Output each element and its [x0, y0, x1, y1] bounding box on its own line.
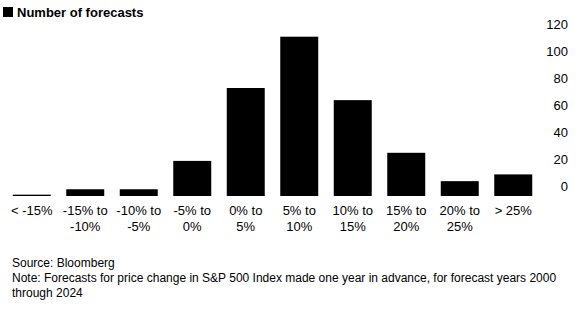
y-axis: 0 20 40 60 80 100 120 [546, 17, 568, 196]
legend-swatch [3, 7, 13, 17]
x-axis: < -15% -15% to-10% -10% to-5% -5% to0% 0% to… [11, 203, 532, 234]
chart: Number of forecasts 0 20 40 60 80 100 120 < -15%… [0, 0, 580, 250]
category-line: -10% [70, 219, 101, 234]
bar [387, 153, 425, 196]
bar [227, 88, 265, 196]
tick-label: 100 [546, 44, 568, 59]
category-label: -10% to-5% [116, 203, 161, 234]
tick-mark [556, 169, 568, 170]
tick-mark [556, 115, 568, 116]
category-label: 5% to10% [283, 203, 316, 234]
category-label: -15% to-10% [63, 203, 108, 234]
category-label: 15% to20% [386, 203, 426, 234]
legend: Number of forecasts [3, 5, 143, 20]
tick-label: 120 [546, 17, 568, 32]
tick-mark [556, 34, 568, 35]
tick-mark [556, 196, 568, 197]
category-label: > 25% [495, 203, 533, 218]
bar [334, 100, 372, 196]
tick-mark [556, 142, 568, 143]
category-line: 15% [340, 219, 366, 234]
note: Note: Forecasts for price change in S&P … [12, 271, 578, 301]
category-line: -10% to [116, 203, 161, 218]
bar [280, 37, 318, 196]
tick-label: 20 [554, 152, 568, 167]
bar [494, 174, 532, 196]
category-line: 0% to [229, 203, 262, 218]
tick-label: 80 [554, 71, 568, 86]
bar [173, 161, 211, 196]
tick-label: 0 [561, 179, 568, 194]
category-line: 25% [447, 219, 473, 234]
bar [66, 189, 104, 196]
category-label: 10% to15% [333, 203, 373, 234]
category-line: > 25% [495, 203, 533, 218]
bar [13, 195, 51, 196]
bar [441, 181, 479, 196]
bar [120, 189, 158, 196]
category-line: 20% [393, 219, 419, 234]
category-line: 5% [236, 219, 255, 234]
category-line: 10% to [333, 203, 373, 218]
tick-label: 60 [554, 98, 568, 113]
category-label: -5% to0% [173, 203, 211, 234]
source: Source: Bloomberg [12, 256, 578, 271]
tick-label: 40 [554, 125, 568, 140]
category-line: -5% [127, 219, 151, 234]
legend-label: Number of forecasts [17, 5, 143, 20]
category-line: -5% to [173, 203, 211, 218]
category-label: 20% to25% [440, 203, 480, 234]
category-label: 0% to5% [229, 203, 262, 234]
category-line: 20% to [440, 203, 480, 218]
category-line: 5% to [283, 203, 316, 218]
category-line: < -15% [11, 203, 53, 218]
category-line: -15% to [63, 203, 108, 218]
tick-mark [556, 61, 568, 62]
tick-mark [556, 88, 568, 89]
bars [13, 37, 532, 196]
category-line: 10% [286, 219, 312, 234]
category-label: < -15% [11, 203, 53, 218]
category-line: 15% to [386, 203, 426, 218]
category-line: 0% [183, 219, 202, 234]
